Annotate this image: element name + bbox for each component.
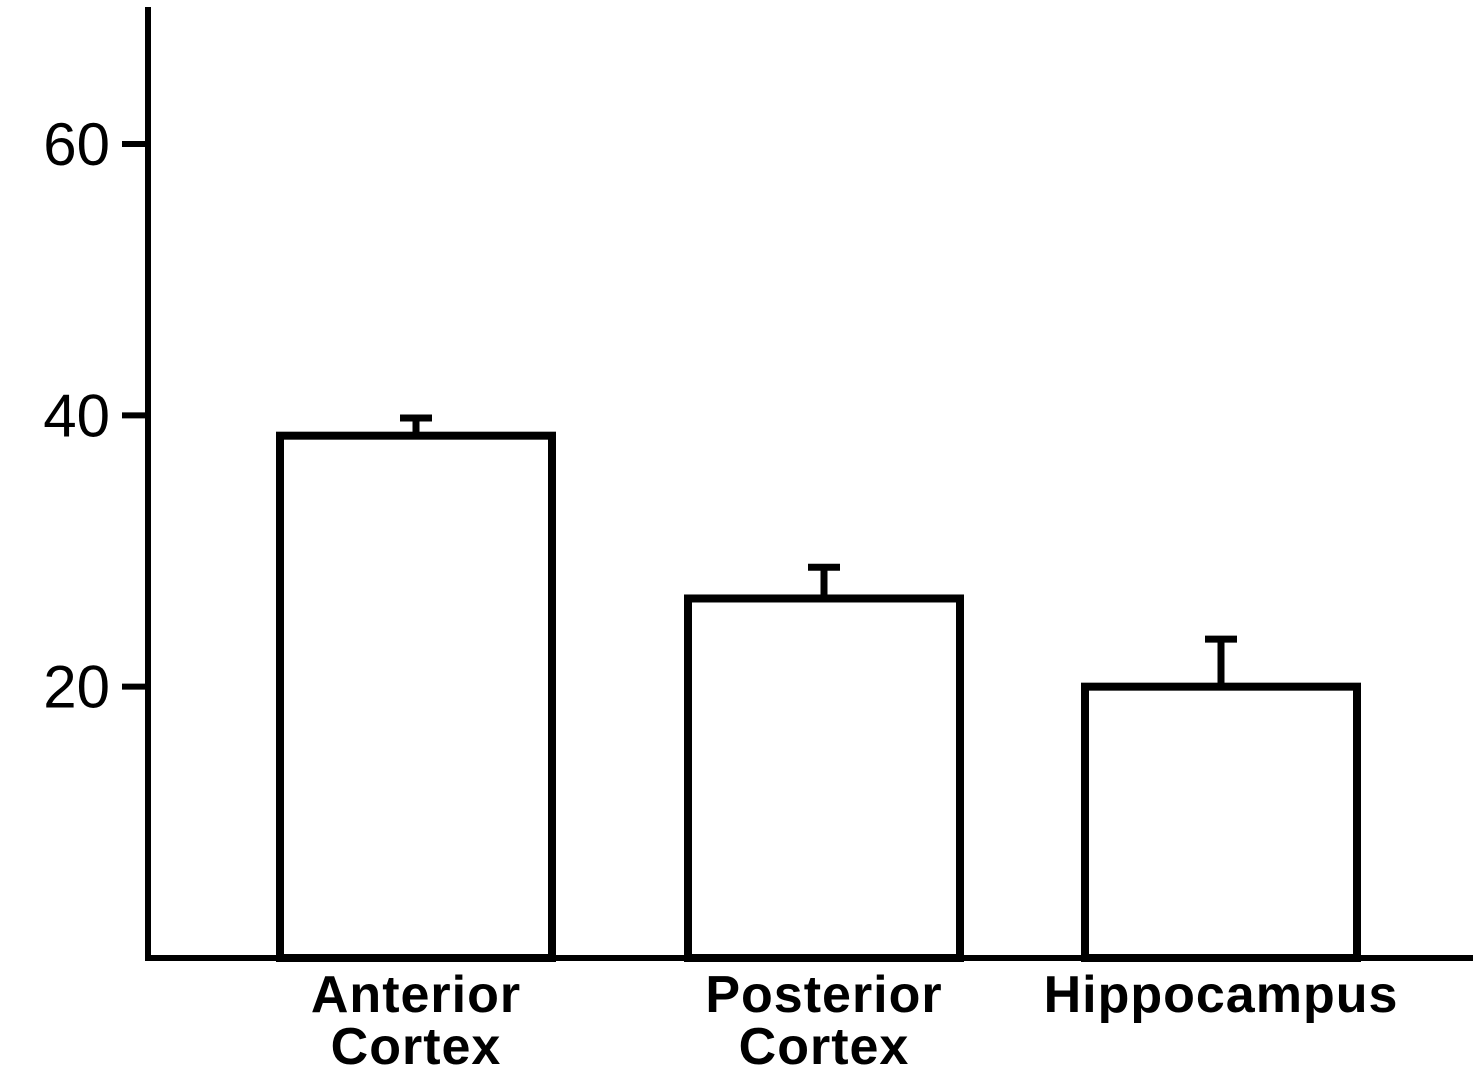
x-tick-label-0-0: Anterior <box>311 966 521 1024</box>
x-tick-label-2-0: Hippocampus <box>1044 966 1399 1024</box>
bar-2 <box>1081 682 1361 963</box>
bar-1 <box>684 594 964 962</box>
x-tick-label-1-1: Cortex <box>739 1018 910 1076</box>
bars-group <box>276 431 1361 963</box>
bar-0 <box>276 431 556 962</box>
y-ticks-group: 20 40 60 <box>43 111 148 721</box>
error-bars-group <box>400 414 1237 687</box>
x-tick-label-1-0: Posterior <box>705 966 942 1024</box>
y-tick-label-1: 40 <box>43 382 110 449</box>
y-tick-label-2: 60 <box>43 111 110 178</box>
x-tick-label-0-1: Cortex <box>331 1018 502 1076</box>
y-tick-label-0: 20 <box>43 654 110 721</box>
